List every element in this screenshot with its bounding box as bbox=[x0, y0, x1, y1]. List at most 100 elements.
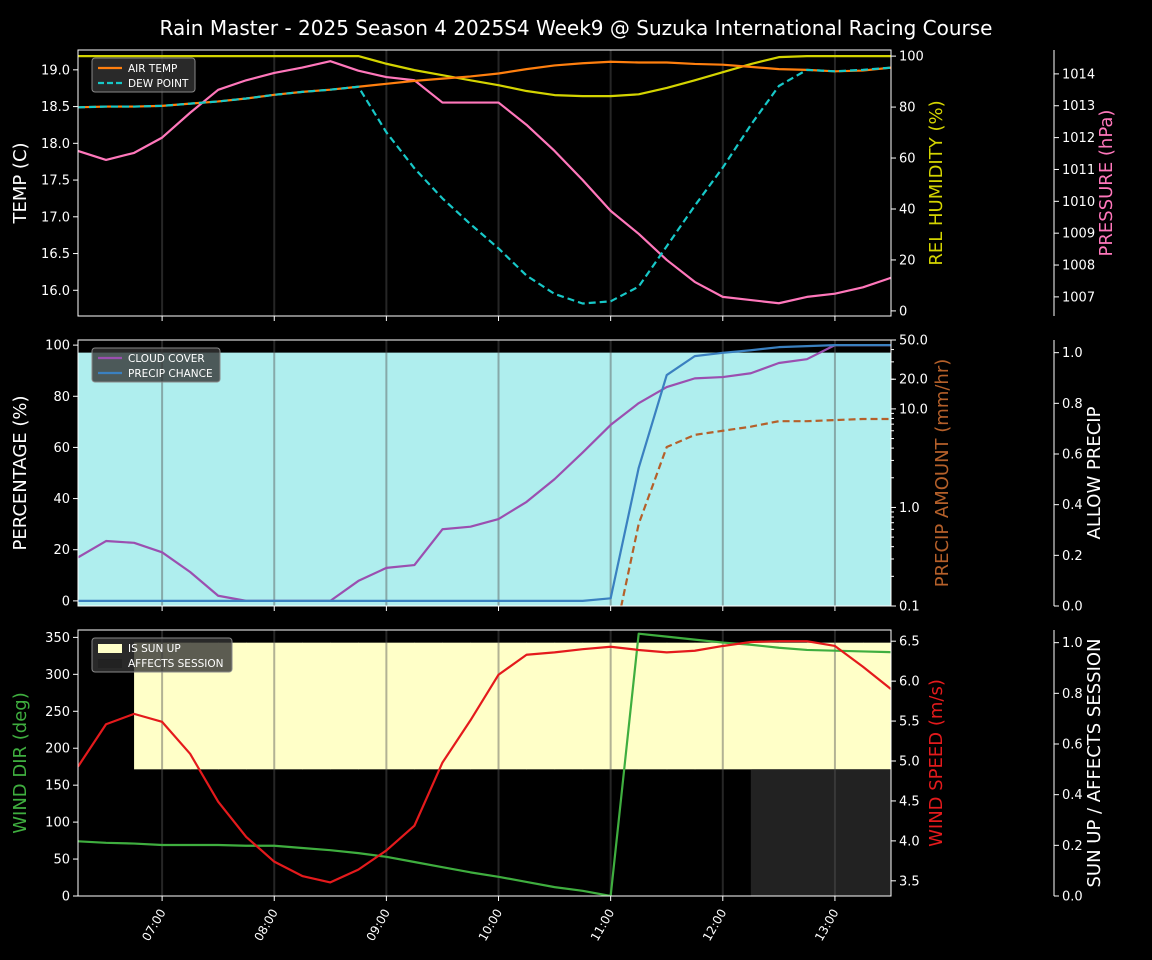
plot-area bbox=[78, 340, 891, 606]
axis-allow: 0.0 0.2 0.4 0.6 0.8 1.0 ALLOW PRECIP bbox=[1054, 346, 1105, 615]
axis-dir: 0 50 100 150 200 250 300 350 WIND DIR (deg) bbox=[10, 631, 78, 905]
y-tick-label: 1013 bbox=[1062, 99, 1095, 114]
y-tick-label: 0.4 bbox=[1062, 788, 1083, 803]
fill-affects-session-segment bbox=[862, 769, 891, 896]
y-tick-label: 350 bbox=[45, 631, 70, 646]
y-tick-label: 1010 bbox=[1062, 195, 1095, 210]
fill-is-sun-up-segment bbox=[414, 642, 443, 770]
legend-swatch bbox=[98, 644, 122, 653]
y-tick-label: 80 bbox=[899, 101, 916, 116]
y-tick-label: 0.6 bbox=[1062, 738, 1083, 753]
y-tick-label: 3.5 bbox=[899, 874, 920, 889]
fill-is-sun-up-segment bbox=[582, 642, 612, 770]
y-tick-label: 0.1 bbox=[899, 600, 920, 615]
y-axis-label: PRESSURE (hPa) bbox=[1096, 110, 1117, 257]
y-tick-label: 16.0 bbox=[41, 284, 70, 299]
fill-is-sun-up-segment bbox=[638, 642, 668, 770]
y-tick-label: 100 bbox=[45, 339, 70, 354]
legend-label: PRECIP CHANCE bbox=[128, 368, 213, 380]
y-tick-label: 5.5 bbox=[899, 715, 920, 730]
fill-is-sun-up-segment bbox=[750, 642, 780, 770]
y-tick-label: 18.0 bbox=[41, 137, 70, 152]
y-tick-label: 1.0 bbox=[1062, 346, 1083, 361]
axes-frame bbox=[77, 339, 892, 607]
fill-is-sun-up-segment bbox=[330, 642, 359, 770]
y-tick-label: 4.5 bbox=[899, 794, 920, 809]
y-axis-label: PERCENTAGE (%) bbox=[10, 395, 31, 550]
y-tick-label: 0 bbox=[62, 890, 70, 905]
fill-is-sun-up-segment bbox=[246, 642, 275, 770]
axis-sun: 0.0 0.2 0.4 0.6 0.8 1.0 SUN UP / AFFECTS SESSI… bbox=[1054, 636, 1105, 905]
y-tick-label: 1009 bbox=[1062, 227, 1095, 242]
y-axis-label: PRECIP AMOUNT (mm/hr) bbox=[932, 359, 953, 588]
y-tick-label: 10.0 bbox=[899, 402, 928, 417]
series-line-wind-dir bbox=[78, 632, 891, 896]
y-tick-label: 250 bbox=[45, 705, 70, 720]
fill-is-sun-up-segment bbox=[806, 642, 836, 770]
y-tick-label: 100 bbox=[45, 816, 70, 831]
series-line-pressure bbox=[78, 60, 891, 305]
y-tick-label: 18.5 bbox=[41, 100, 70, 115]
series-line-precip-amount bbox=[620, 417, 891, 606]
y-tick-label: 0 bbox=[62, 594, 70, 609]
y-axis-label: TEMP (C) bbox=[10, 142, 31, 224]
legend-label: IS SUN UP bbox=[128, 643, 181, 655]
y-tick-label: 300 bbox=[45, 668, 70, 683]
fill-is-sun-up-segment bbox=[666, 642, 696, 770]
fill-is-sun-up-segment bbox=[274, 642, 303, 770]
y-tick-label: 0.4 bbox=[1062, 498, 1083, 513]
y-tick-label: 20.0 bbox=[899, 373, 928, 388]
y-tick-label: 60 bbox=[899, 152, 916, 167]
series-line-cloud-cover bbox=[78, 344, 891, 602]
fill-affects-session-segment bbox=[834, 769, 864, 896]
legend-label: AIR TEMP bbox=[128, 63, 177, 75]
y-tick-label: 0.8 bbox=[1062, 397, 1083, 412]
fill-is-sun-up-segment bbox=[722, 642, 752, 770]
fill-is-sun-up-segment bbox=[554, 642, 584, 770]
y-axis-label: SUN UP / AFFECTS SESSION bbox=[1084, 638, 1105, 887]
y-tick-label: 0 bbox=[899, 304, 907, 319]
y-axis-label: WIND SPEED (m/s) bbox=[926, 679, 947, 847]
fill-is-sun-up-segment bbox=[862, 642, 891, 770]
legend-label: DEW POINT bbox=[128, 78, 189, 90]
y-tick-label: 0.0 bbox=[1062, 600, 1083, 615]
series-line-dew-point bbox=[78, 66, 891, 305]
axis-hum: 0 20 40 60 80 100 REL HUMIDITY (%) bbox=[891, 50, 947, 319]
y-tick-label: 50 bbox=[53, 853, 70, 868]
y-tick-label: 17.5 bbox=[41, 174, 70, 189]
fill-is-sun-up-segment bbox=[694, 642, 724, 770]
y-tick-label: 4.0 bbox=[899, 834, 920, 849]
axis-amt: 0.1 1.0 10.0 20.0 50.0 PRECIP AMOUNT (mm/hr) bbox=[891, 334, 953, 615]
axes-frame bbox=[77, 629, 892, 897]
fill-is-sun-up-segment bbox=[470, 642, 500, 770]
plot-area bbox=[78, 630, 891, 896]
plot-area bbox=[78, 50, 891, 316]
fill-allow-precip bbox=[78, 352, 891, 606]
axis-pres: 1007 1008 1009 1010 1011 1012 1013 1014 PRESSURE… bbox=[1054, 67, 1117, 305]
y-tick-label: 0.8 bbox=[1062, 687, 1083, 702]
y-tick-label: 1011 bbox=[1062, 163, 1095, 178]
y-tick-label: 200 bbox=[45, 742, 70, 757]
y-axis-label: ALLOW PRECIP bbox=[1084, 406, 1105, 539]
y-tick-label: 6.5 bbox=[899, 635, 920, 650]
fill-is-sun-up-segment bbox=[358, 642, 387, 770]
fill-is-sun-up-segment bbox=[386, 642, 415, 770]
fill-affects-session-segment bbox=[806, 769, 836, 896]
precip-panel: 0 20 40 60 80 100 PERCENTAGE (%) 0.1 1.0 10.0 20.0… bbox=[10, 334, 1105, 615]
legend-box bbox=[91, 347, 221, 383]
y-tick-label: 0.2 bbox=[1062, 839, 1083, 854]
y-tick-label: 5.0 bbox=[899, 755, 920, 770]
fill-is-sun-up-segment bbox=[498, 642, 528, 770]
y-tick-label: 150 bbox=[45, 779, 70, 794]
fill-affects-session-segment bbox=[750, 769, 780, 896]
legend-box bbox=[91, 637, 233, 673]
fill-is-sun-up-segment bbox=[302, 642, 331, 770]
wind-panel: 0 50 100 150 200 250 300 350 WIND DIR (deg) 3.5 4.… bbox=[10, 629, 1105, 943]
y-axis-label: WIND DIR (deg) bbox=[10, 692, 31, 834]
y-axis-label: REL HUMIDITY (%) bbox=[926, 100, 947, 265]
fill-affects-session-segment bbox=[778, 769, 808, 896]
y-tick-label: 1014 bbox=[1062, 67, 1095, 82]
y-tick-label: 1.0 bbox=[1062, 636, 1083, 651]
y-tick-label: 0.2 bbox=[1062, 549, 1083, 564]
